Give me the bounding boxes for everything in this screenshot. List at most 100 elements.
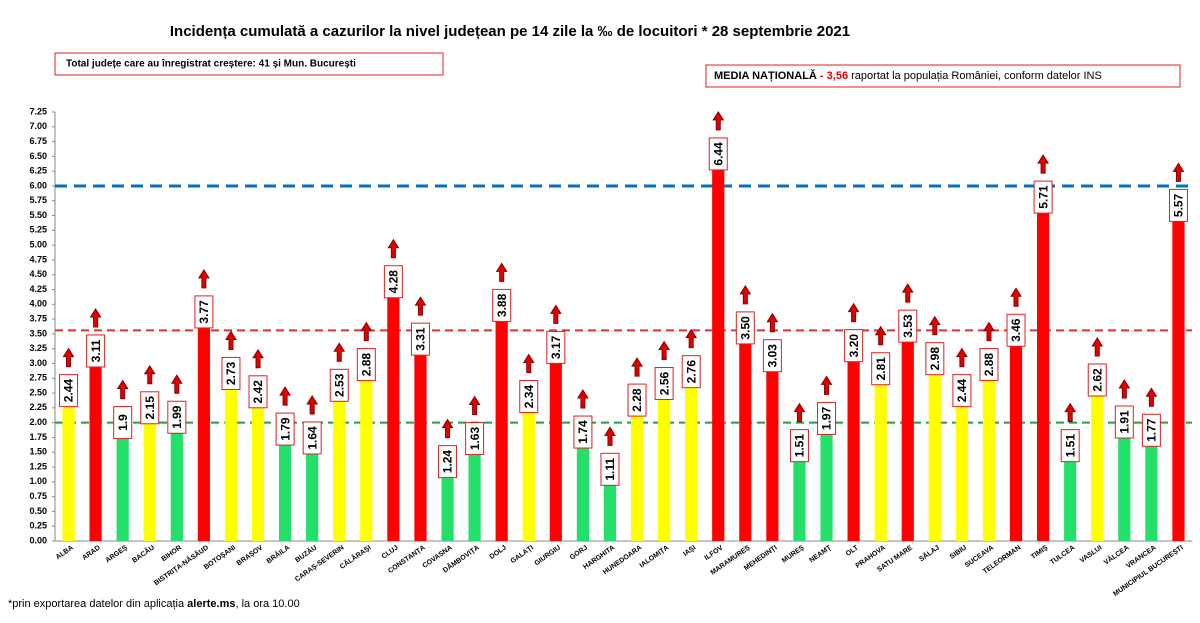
media-description: raportat la populația României, conform … [848, 70, 1102, 82]
value-label: 2.42 [251, 380, 265, 404]
increase-arrow [549, 304, 562, 324]
bar [766, 361, 779, 541]
value-label-box [140, 391, 160, 425]
value-label-group: 1.99 [167, 400, 187, 434]
bar [955, 396, 968, 541]
y-tick-label: 4.50 [29, 269, 47, 279]
value-label-box [546, 330, 566, 364]
value-label-box [59, 374, 79, 408]
value-label-group: 3.53 [898, 309, 918, 343]
bar [224, 379, 238, 541]
value-label-box [1168, 188, 1188, 222]
bar [1064, 451, 1077, 541]
y-tick-label: 4.75 [29, 254, 47, 264]
value-label-group: 1.77 [1141, 413, 1161, 447]
value-label-box [1006, 313, 1026, 347]
value-label: 2.62 [1090, 368, 1104, 392]
value-label: 2.44 [955, 379, 969, 403]
y-tick-label: 2.00 [29, 417, 47, 427]
y-tick-label: 0.50 [29, 506, 47, 516]
value-label-box [844, 329, 864, 363]
y-tick-label: 3.75 [29, 313, 47, 323]
increase-arrow [685, 328, 698, 349]
value-label-box [492, 288, 512, 322]
value-label-group: 2.28 [627, 383, 647, 417]
increase-arrow [360, 321, 373, 342]
value-label-group: 2.44 [59, 374, 79, 408]
y-tick-label: 3.50 [29, 328, 47, 338]
value-label: 2.88 [359, 353, 373, 377]
bar [360, 370, 373, 541]
bar [928, 364, 941, 541]
bar [739, 333, 752, 541]
value-label-box [275, 412, 295, 446]
bar [847, 351, 860, 541]
value-label-group: 6.44 [708, 137, 728, 171]
value-label-box [817, 401, 837, 435]
increase-arrow [468, 395, 481, 416]
value-label-box [329, 368, 349, 402]
value-label: 3.46 [1009, 318, 1023, 342]
value-label-box [221, 356, 241, 390]
bar [522, 402, 535, 541]
increase-arrow [143, 364, 156, 385]
increase-arrow [387, 238, 400, 259]
value-label-box [1087, 363, 1107, 397]
footnote: *prin exportarea datelor din aplicația a… [8, 598, 300, 610]
value-label-box [898, 309, 918, 343]
increase-arrow [739, 284, 752, 305]
bar [306, 443, 319, 541]
value-label: 3.17 [549, 335, 563, 359]
y-tick-label: 1.25 [29, 461, 47, 471]
value-label: 1.24 [441, 450, 455, 474]
increase-arrow [89, 308, 102, 328]
y-tick-label: 6.00 [29, 180, 47, 190]
value-label-group: 2.42 [248, 375, 268, 409]
value-label: 3.20 [847, 334, 861, 358]
value-label: 5.57 [1172, 193, 1186, 217]
value-label-group: 5.57 [1168, 188, 1188, 222]
value-label-box [600, 452, 620, 486]
value-label-group: 3.88 [492, 288, 512, 322]
value-label-group: 2.81 [871, 352, 891, 386]
bar [793, 451, 806, 541]
increase-arrow [1145, 387, 1158, 407]
y-tick-label: 7.25 [29, 106, 47, 116]
increase-arrow [170, 374, 183, 394]
increase-arrow [306, 395, 319, 415]
increase-arrow [874, 325, 887, 346]
value-label-group: 2.73 [221, 356, 241, 390]
value-label-box [654, 367, 674, 401]
increase-arrow [1172, 162, 1185, 182]
bar [982, 370, 996, 541]
bar [576, 438, 589, 541]
y-tick-label: 3.25 [29, 343, 47, 353]
bar [279, 435, 292, 541]
increase-arrow [1064, 402, 1077, 423]
value-label: 1.77 [1145, 418, 1159, 442]
bar [116, 428, 129, 541]
increase-arrow [1118, 379, 1131, 399]
value-label: 4.28 [387, 270, 401, 294]
value-label-box [410, 322, 430, 356]
bar [441, 467, 454, 541]
value-label: 1.51 [1063, 434, 1077, 458]
value-label-group: 1.97 [817, 401, 837, 435]
increase-arrow [62, 347, 75, 368]
value-label: 2.28 [630, 388, 644, 412]
bar [820, 424, 833, 541]
bar [1037, 203, 1050, 541]
value-label: 2.98 [928, 347, 942, 371]
increase-arrow [658, 340, 671, 361]
value-label-box [1114, 405, 1134, 439]
bar [170, 423, 183, 541]
value-label: 2.81 [874, 357, 888, 381]
bar [197, 317, 210, 541]
value-label: 1.97 [820, 406, 834, 430]
increase-arrow [983, 321, 995, 342]
increase-arrow [793, 402, 806, 423]
bar [143, 413, 156, 541]
value-label-box [302, 421, 322, 455]
value-label-group: 1.51 [789, 429, 809, 463]
